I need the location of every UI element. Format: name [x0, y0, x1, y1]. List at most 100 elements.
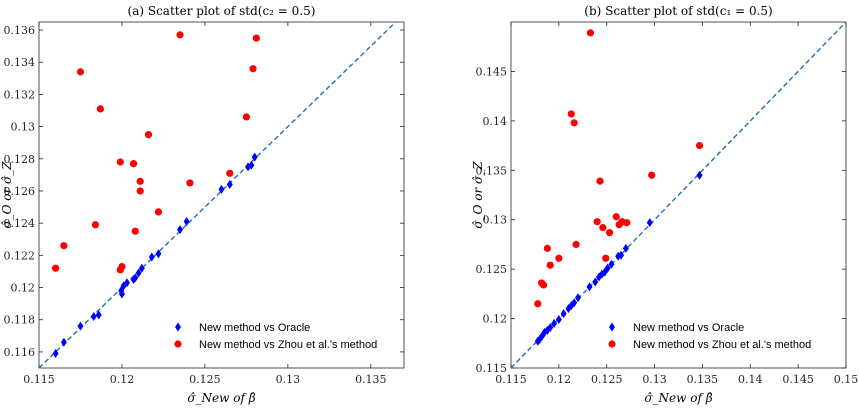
legend-label: New method vs Oracle	[199, 322, 310, 334]
data-point-circle	[252, 34, 260, 42]
data-point-circle	[91, 221, 100, 229]
data-point-circle	[534, 300, 542, 308]
data-point-diamond	[148, 252, 155, 262]
x-tick-label: 0.13	[642, 373, 667, 386]
y-tick-label: 0.125	[476, 263, 508, 276]
y-tick-label: 0.134	[4, 56, 36, 69]
chart-title: (b) Scatter plot of std(c₁ = 0.5)	[584, 4, 772, 18]
data-point-diamond	[555, 315, 562, 325]
data-point-circle	[623, 219, 631, 227]
data-point-diamond	[608, 259, 615, 269]
data-point-diamond	[622, 243, 629, 253]
data-point-circle	[596, 177, 604, 185]
data-point-diamond	[547, 322, 554, 332]
data-point-circle	[605, 228, 614, 237]
data-point-diamond	[77, 321, 84, 331]
y-tick-label: 0.135	[476, 164, 508, 177]
x-tick-label: 0.12	[547, 373, 572, 386]
x-tick-label: 0.12	[110, 373, 135, 386]
data-point-diamond	[560, 309, 567, 319]
data-point-diamond	[226, 180, 233, 190]
data-point-circle	[599, 224, 607, 232]
y-tick-label: 0.145	[476, 65, 508, 78]
data-point-circle	[570, 119, 578, 127]
y-tick-label: 0.136	[4, 24, 36, 37]
plot-area	[38, 21, 405, 369]
x-tick-label: 0.125	[591, 373, 623, 386]
y-tick-label: 0.115	[476, 362, 508, 375]
legend-label: New method vs Zhou et al.'s method	[633, 339, 811, 351]
data-point-circle	[129, 160, 138, 168]
y-tick-label: 0.12	[11, 282, 36, 295]
data-point-diamond	[575, 293, 581, 303]
y-axis-label: σ̂_O or σ̂_Z	[0, 161, 14, 229]
x-axis-label: σ̂_New of β̂	[644, 391, 712, 405]
y-tick-label: 0.14	[483, 115, 508, 128]
y-tick-label: 0.126	[4, 185, 36, 198]
data-point-circle	[176, 31, 184, 39]
data-point-diamond	[251, 152, 258, 162]
data-point-diamond	[696, 170, 703, 180]
legend-label: New method vs Oracle	[633, 322, 744, 334]
x-tick-label: 0.115	[23, 373, 55, 386]
data-point-circle	[116, 158, 124, 166]
data-point-circle	[602, 254, 610, 262]
data-point-diamond	[218, 184, 225, 194]
data-point-circle	[136, 177, 144, 185]
legend-marker-diamond	[609, 322, 615, 332]
data-point-circle	[546, 261, 554, 269]
data-point-circle	[695, 141, 704, 150]
series-oracle	[52, 152, 258, 359]
data-point-diamond	[586, 282, 593, 292]
data-point-diamond	[615, 251, 622, 261]
data-point-circle	[76, 68, 85, 76]
x-tick-label: 0.135	[355, 373, 387, 386]
data-point-diamond	[135, 268, 142, 278]
data-point-circle	[593, 218, 601, 226]
data-point-diamond	[618, 250, 625, 260]
x-tick-label: 0.135	[687, 373, 719, 386]
y-tick-label: 0.122	[4, 249, 36, 262]
data-point-diamond	[132, 273, 139, 283]
data-point-diamond	[118, 289, 125, 299]
reference-line	[38, 21, 397, 369]
series-oracle	[534, 170, 703, 346]
data-point-circle	[60, 242, 68, 250]
data-point-circle	[186, 179, 194, 187]
data-point-circle	[226, 169, 234, 177]
data-point-circle	[154, 208, 163, 216]
y-tick-label: 0.13	[483, 214, 508, 227]
data-point-circle	[586, 29, 595, 37]
y-tick-label: 0.116	[4, 346, 36, 359]
data-point-circle	[539, 281, 548, 289]
data-point-diamond	[646, 218, 653, 228]
data-point-circle	[116, 266, 124, 274]
x-axis-label: σ̂_New of β̂	[187, 391, 255, 405]
data-point-diamond	[90, 312, 97, 322]
legend: New method vs Oracle New method vs Zhou e…	[608, 322, 811, 351]
x-tick-label: 0.145	[782, 373, 814, 386]
y-tick-label: 0.124	[4, 217, 36, 230]
data-point-diamond	[138, 263, 145, 273]
data-point-circle	[242, 113, 250, 121]
data-point-circle	[555, 254, 563, 262]
data-point-circle	[131, 227, 139, 235]
data-point-diamond	[123, 278, 130, 288]
x-tick-label: 0.14	[738, 373, 763, 386]
legend: New method vs Oracle New method vs Zhou e…	[174, 322, 377, 351]
data-point-circle	[96, 105, 104, 113]
legend-label: New method vs Zhou et al.'s method	[199, 339, 377, 351]
chart-title: (a) Scatter plot of std(c₂ = 0.5)	[128, 4, 316, 18]
data-point-diamond	[604, 263, 611, 273]
x-tick-label: 0.115	[495, 373, 527, 386]
data-point-circle	[567, 110, 575, 118]
y-tick-label: 0.12	[483, 313, 508, 326]
x-tick-label: 0.125	[189, 373, 221, 386]
data-point-circle	[136, 187, 144, 195]
legend-marker-diamond	[175, 322, 181, 332]
y-tick-label: 0.128	[4, 153, 36, 166]
y-tick-label: 0.13	[11, 121, 36, 134]
data-point-diamond	[183, 217, 190, 227]
series-zhou	[51, 31, 260, 274]
data-point-diamond	[60, 337, 67, 347]
